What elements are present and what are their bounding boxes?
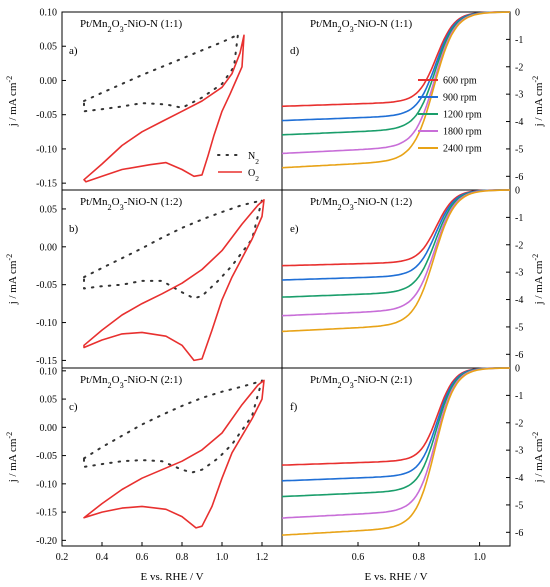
- panel-title: Pt/Mn2O3-NiO-N (2:1): [80, 374, 182, 390]
- panel-letter: f): [290, 401, 298, 413]
- y-tick-label: 0.00: [40, 423, 58, 434]
- x-tick-label: 0.2: [56, 552, 69, 563]
- legend-label-2400-rpm: 2400 rpm: [443, 144, 482, 155]
- y-tick-label: -0.05: [36, 280, 57, 291]
- y-tick-label: -4: [515, 295, 523, 306]
- y-tick-label: -4: [515, 473, 523, 484]
- series-n2-curve: [83, 379, 263, 474]
- x-tick-label: 0.8: [176, 552, 189, 563]
- y-tick-label: 0.00: [40, 242, 58, 253]
- panel-letter: e): [290, 223, 299, 235]
- y-tick-label: -3: [515, 90, 523, 101]
- panel-letter: b): [69, 223, 79, 235]
- y-tick-label: 0.05: [40, 204, 58, 215]
- x-axis-label: E vs. RHE / V: [140, 571, 203, 583]
- y-tick-label: -4: [515, 117, 523, 128]
- y-tick-label: -0.05: [36, 110, 57, 121]
- y-tick-label: -0.15: [36, 508, 57, 519]
- y-tick-label: 0: [515, 186, 520, 197]
- legend-label-600-rpm: 600 rpm: [443, 76, 477, 87]
- series-n2-curve: [83, 198, 263, 300]
- x-tick-label: 0.6: [136, 552, 149, 563]
- panel-title: Pt/Mn2O3-NiO-N (1:2): [80, 196, 182, 212]
- y-tick-label: -3: [515, 268, 523, 279]
- panel-d: 0 -1 -2 -3 -4 -5 -6 j / mA cm-2 Pt/Mn2O3-NiO-N (…: [281, 8, 546, 191]
- series-1200-rpm-curve: [281, 367, 511, 498]
- y-tick-label: 0: [515, 364, 520, 375]
- panel-e: 0 -1 -2 -3 -4 -5 -6 j / mA cm-2 Pt/Mn2O3-NiO-N (…: [281, 186, 546, 369]
- y-tick-label: -6: [515, 528, 523, 539]
- panel-a: -0.15 -0.10 -0.05 0.00 0.05 0.10 j / mA cm-2 Pt…: [5, 8, 283, 191]
- y-tick-label: -0.05: [36, 451, 57, 462]
- y-tick-label: -1: [515, 35, 523, 46]
- y-tick-label: -0.15: [36, 356, 57, 367]
- series-n2-curve: [83, 32, 239, 113]
- y-tick-label: 0.05: [40, 42, 58, 53]
- y-tick-label: -0.20: [36, 536, 57, 547]
- panel-title: Pt/Mn2O3-NiO-N (1:1): [310, 18, 412, 34]
- x-tick-label: 1.0: [473, 552, 486, 563]
- y-tick-label: -1: [515, 213, 523, 224]
- y-axis-label: j / mA cm-2: [531, 254, 546, 306]
- y-tick-label: -2: [515, 418, 523, 429]
- y-axis-label: j / mA cm-2: [5, 432, 20, 484]
- panel-f: 0 -1 -2 -3 -4 -5 -6 0.6 0.8 1.0 E vs. RHE / V j / m…: [281, 364, 546, 583]
- x-tick-label: 0.6: [352, 552, 365, 563]
- y-tick-label: -0.10: [36, 318, 57, 329]
- series-1800-rpm-curve: [281, 189, 510, 317]
- y-axis-label: j / mA cm-2: [5, 254, 20, 306]
- panel-frame: [61, 367, 283, 547]
- x-tick-label: 0.8: [413, 552, 426, 563]
- legend-label-900-rpm: 900 rpm: [443, 93, 477, 104]
- panel-title: Pt/Mn2O3-NiO-N (2:1): [310, 374, 412, 390]
- y-tick-label: 0.10: [40, 8, 58, 19]
- panel-letter: d): [290, 45, 300, 57]
- series-2400-rpm-curve: [281, 367, 510, 536]
- y-tick-label: -5: [515, 322, 523, 333]
- y-tick-label: -3: [515, 446, 523, 457]
- y-tick-label: 0: [515, 8, 520, 19]
- y-axis-label: j / mA cm-2: [531, 432, 546, 484]
- panel-b: -0.15 -0.10 -0.05 0.00 0.05 j / mA cm-2 Pt/Mn2…: [5, 189, 283, 369]
- y-tick-label: -2: [515, 240, 523, 251]
- x-tick-label: 1.2: [256, 552, 269, 563]
- y-tick-label: -6: [515, 172, 523, 183]
- series-o2-curve: [83, 34, 245, 183]
- panel-letter: a): [69, 45, 78, 57]
- y-tick-label: 0.05: [40, 395, 58, 406]
- y-tick-label: -6: [515, 350, 523, 361]
- series-o2-curve: [83, 379, 265, 529]
- y-tick-label: 0.00: [40, 76, 58, 87]
- panel-frame: [281, 367, 511, 547]
- y-tick-label: 0.10: [40, 366, 58, 377]
- y-tick-label: -0.10: [36, 144, 57, 155]
- panel-title: Pt/Mn2O3-NiO-N (1:2): [310, 196, 412, 212]
- panel-letter: c): [69, 401, 78, 413]
- x-tick-label: 0.4: [96, 552, 109, 563]
- y-axis-label: j / mA cm-2: [5, 76, 20, 128]
- legend-rpm: 600 rpm 900 rpm 1200 rpm 1800 rpm 2400 rpm: [418, 76, 482, 155]
- legend-label-n2: N2: [248, 151, 259, 166]
- series-2400-rpm-curve: [281, 189, 510, 333]
- panel-title: Pt/Mn2O3-NiO-N (1:1): [80, 18, 182, 34]
- legend-label-o2: O2: [248, 168, 259, 183]
- y-tick-label: -1: [515, 391, 523, 402]
- y-tick-label: -0.10: [36, 479, 57, 490]
- x-axis-label: E vs. RHE / V: [364, 571, 427, 583]
- legend-label-1800-rpm: 1800 rpm: [443, 127, 482, 138]
- series-2400-rpm-curve: [281, 11, 510, 169]
- y-tick-label: -5: [515, 500, 523, 511]
- series-o2-curve: [83, 199, 265, 362]
- y-axis-label: j / mA cm-2: [531, 76, 546, 128]
- y-tick-label: -2: [515, 62, 523, 73]
- legend-label-1200-rpm: 1200 rpm: [443, 110, 482, 121]
- panel-c: -0.20 -0.15 -0.10 -0.05 0.00 0.05 0.10 0.2 0.4 0.…: [5, 366, 283, 583]
- y-tick-label: -0.15: [36, 179, 57, 190]
- panel-frame: [61, 11, 283, 191]
- x-tick-label: 1.0: [216, 552, 229, 563]
- y-tick-label: -5: [515, 144, 523, 155]
